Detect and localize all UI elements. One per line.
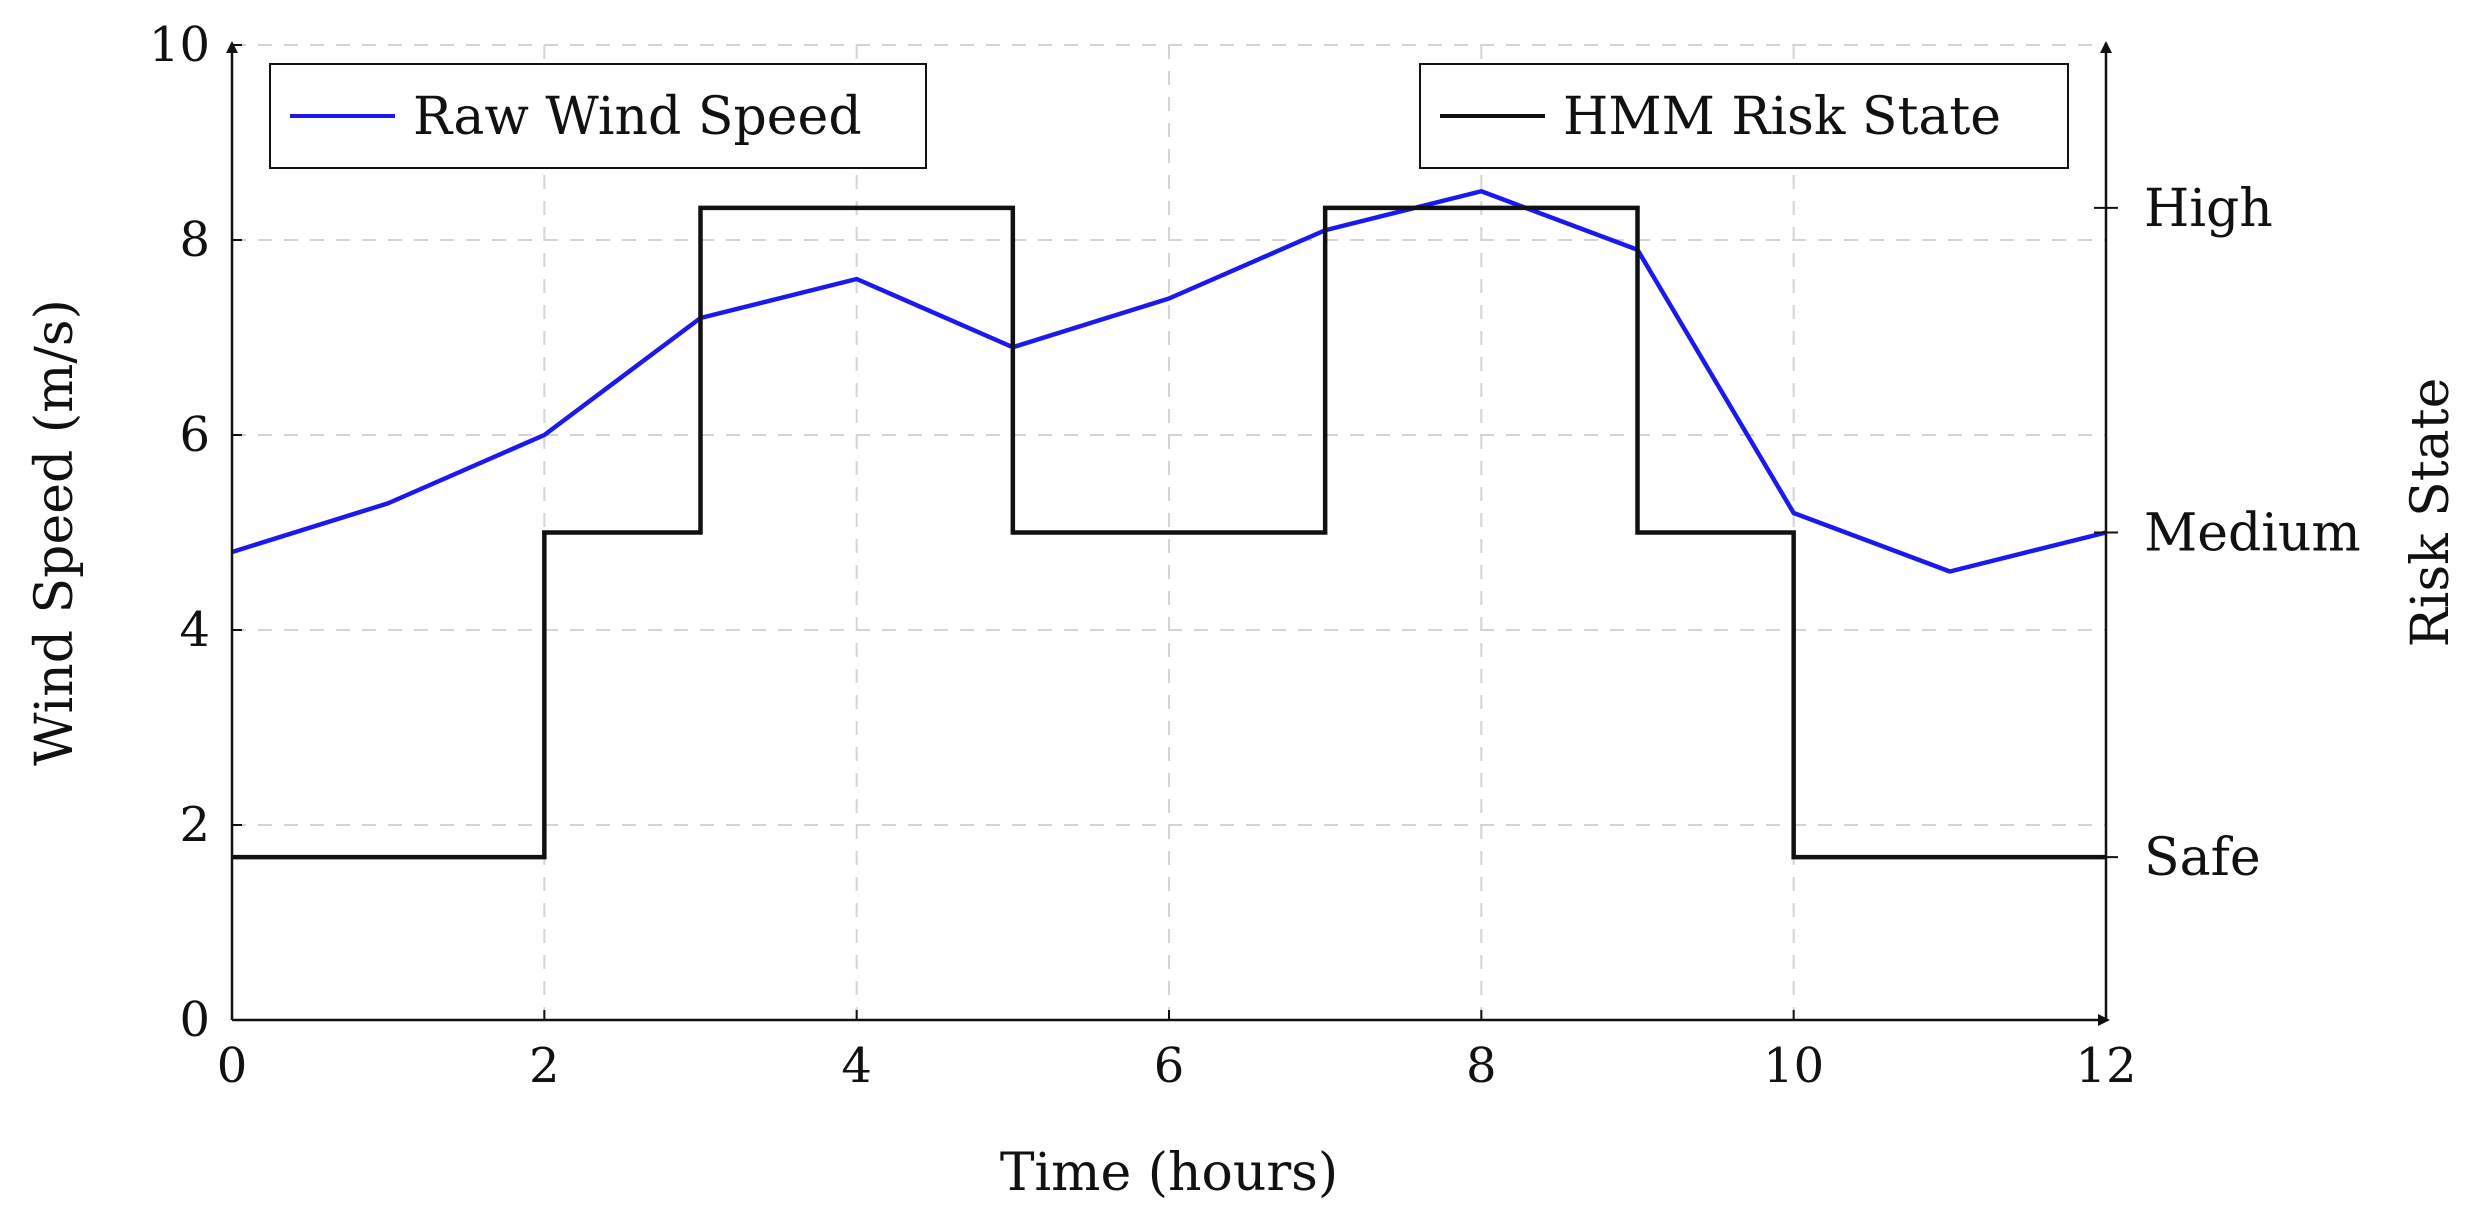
legend-raw-wind-speed: Raw Wind Speed bbox=[269, 63, 927, 169]
x-tick-label: 0 bbox=[217, 1038, 248, 1094]
y-axis-title: Wind Speed (m/s) bbox=[25, 299, 85, 766]
x-tick-label: 12 bbox=[2075, 1038, 2136, 1094]
tick-labels: 0 2 4 6 8 10 12 0 2 4 6 8 10 High Medium Safe bbox=[149, 17, 2361, 1094]
legend-hmm-risk-state: HMM Risk State bbox=[1419, 63, 2069, 169]
series-hmm-risk-state bbox=[232, 205, 2106, 860]
y-tick-label: 2 bbox=[179, 797, 210, 853]
x-tick-label: 10 bbox=[1763, 1038, 1824, 1094]
legend-label-hmm-risk-state: HMM Risk State bbox=[1563, 87, 2001, 147]
y-tick-label: 4 bbox=[179, 602, 210, 658]
y-tick-label: 6 bbox=[179, 407, 210, 463]
axes bbox=[226, 41, 2118, 1026]
legend-label-raw-wind-speed: Raw Wind Speed bbox=[413, 87, 862, 147]
x-tick-label: 2 bbox=[529, 1038, 560, 1094]
x-tick-label: 4 bbox=[841, 1038, 872, 1094]
y-tick-label: 8 bbox=[179, 212, 210, 268]
risk-state-label-safe: Safe bbox=[2144, 828, 2261, 888]
risk-state-label-medium: Medium bbox=[2144, 504, 2361, 564]
y-tick-label: 10 bbox=[149, 17, 210, 73]
y-tick-label: 0 bbox=[179, 992, 210, 1048]
right-axis-title: Risk State bbox=[2401, 378, 2461, 648]
risk-state-label-high: High bbox=[2144, 179, 2273, 239]
x-tick-label: 8 bbox=[1466, 1038, 1497, 1094]
x-tick-label: 6 bbox=[1154, 1038, 1185, 1094]
x-axis-title: Time (hours) bbox=[1000, 1143, 1338, 1203]
